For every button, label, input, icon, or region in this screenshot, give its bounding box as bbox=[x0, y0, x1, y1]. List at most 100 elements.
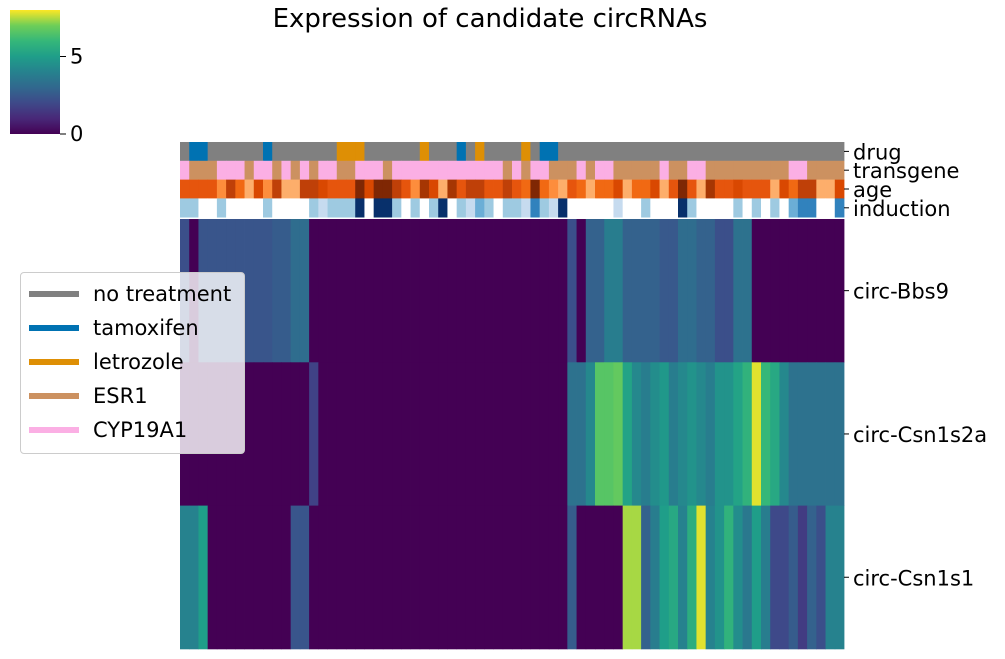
annotation-cell-induction bbox=[733, 198, 743, 218]
annotation-cell-drug bbox=[189, 142, 199, 162]
heatmap-cell bbox=[493, 505, 504, 650]
heatmap-cell bbox=[410, 505, 421, 650]
annotation-cell-age bbox=[834, 179, 845, 199]
annotation-cell-drug bbox=[346, 142, 356, 162]
annotation-cell-drug bbox=[761, 142, 771, 162]
heatmap-cell bbox=[281, 505, 292, 650]
annotation-cell-age bbox=[650, 179, 660, 199]
heatmap-cell bbox=[465, 362, 476, 506]
heatmap-cell bbox=[825, 505, 836, 650]
annotation-cell-age bbox=[364, 179, 375, 199]
annotation-cell-transgene bbox=[502, 160, 513, 180]
annotation-cell-transgene bbox=[198, 160, 209, 180]
annotation-cell-transgene bbox=[521, 160, 531, 180]
annotation-cell-transgene bbox=[779, 160, 790, 180]
annotation-cell-drug bbox=[816, 142, 826, 162]
heatmap-cell bbox=[309, 505, 319, 650]
annotation-cell-induction bbox=[447, 198, 458, 218]
annotation-cell-transgene bbox=[244, 160, 255, 180]
annotation-cell-age bbox=[447, 179, 458, 199]
annotation-cell-transgene bbox=[235, 160, 245, 180]
annotation-cell-induction bbox=[318, 198, 328, 218]
annotation-cell-induction bbox=[290, 198, 301, 218]
heatmap-cell bbox=[631, 505, 642, 650]
annotation-cell-transgene bbox=[290, 160, 301, 180]
annotation-cell-induction bbox=[742, 198, 753, 218]
heatmap-cell bbox=[429, 362, 439, 506]
annotation-cell-transgene bbox=[724, 160, 734, 180]
annotation-cell-drug bbox=[687, 142, 697, 162]
heatmap-cell bbox=[567, 219, 577, 363]
annotation-cell-transgene bbox=[382, 160, 393, 180]
heatmap-cell bbox=[429, 505, 439, 650]
annotation-cell-drug bbox=[714, 142, 725, 162]
annotation-cell-drug bbox=[290, 142, 301, 162]
annotation-cell-age bbox=[456, 179, 467, 199]
heatmap-cell bbox=[816, 505, 826, 650]
annotation-cell-induction bbox=[198, 198, 209, 218]
annotation-cell-drug bbox=[788, 142, 799, 162]
legend: no treatment tamoxifen letrozole ESR1 CYP19A… bbox=[20, 272, 245, 454]
legend-item: no treatment bbox=[21, 277, 244, 311]
annotation-cell-transgene bbox=[429, 160, 439, 180]
heatmap-cell bbox=[401, 219, 411, 363]
heatmap-cell bbox=[585, 362, 596, 506]
annotation-cell-transgene bbox=[281, 160, 292, 180]
annotation-cell-age bbox=[244, 179, 255, 199]
heatmap-cell bbox=[761, 362, 771, 506]
annotation-cell-age bbox=[373, 179, 384, 199]
heatmap-cell bbox=[299, 362, 310, 506]
heatmap-cell bbox=[558, 505, 568, 650]
annotation-cell-drug bbox=[567, 142, 577, 162]
annotation-cell-transgene bbox=[834, 160, 845, 180]
heatmap-cell bbox=[530, 219, 541, 363]
annotation-cell-transgene bbox=[484, 160, 494, 180]
heatmap-cell bbox=[475, 505, 485, 650]
heatmap-cell bbox=[309, 219, 319, 363]
heatmap-cell bbox=[788, 219, 799, 363]
heatmap-cell bbox=[714, 362, 725, 506]
heatmap-cell bbox=[410, 362, 421, 506]
annotation-cell-induction bbox=[678, 198, 688, 218]
heatmap-cell bbox=[733, 219, 743, 363]
annotation-cell-induction bbox=[216, 198, 227, 218]
heatmap-cell bbox=[263, 362, 273, 506]
heatmap-cell bbox=[696, 505, 707, 650]
heatmap-cell bbox=[650, 362, 660, 506]
annotation-cell-induction bbox=[641, 198, 651, 218]
heatmap-cell bbox=[834, 219, 845, 363]
heatmap-cell bbox=[327, 505, 338, 650]
annotation-cell-induction bbox=[558, 198, 568, 218]
heatmap-cell bbox=[622, 505, 633, 650]
annotation-cell-age bbox=[751, 179, 762, 199]
annotation-cell-age bbox=[797, 179, 808, 199]
heatmap-cell bbox=[521, 219, 531, 363]
heatmap-cell bbox=[613, 219, 624, 363]
annotation-cell-drug bbox=[631, 142, 642, 162]
annotation-cell-drug bbox=[558, 142, 568, 162]
annotation-cell-induction bbox=[253, 198, 264, 218]
annotation-cell-transgene bbox=[631, 160, 642, 180]
heatmap-cell bbox=[207, 505, 218, 650]
annotation-cell-drug bbox=[180, 142, 190, 162]
heatmap-cell bbox=[429, 219, 439, 363]
heatmap-cell bbox=[336, 219, 347, 363]
annotation-cell-age bbox=[318, 179, 328, 199]
heatmap-cell bbox=[724, 505, 734, 650]
annotation-cell-transgene bbox=[576, 160, 587, 180]
heatmap-cell bbox=[521, 362, 531, 506]
annotation-cell-drug bbox=[373, 142, 384, 162]
heatmap-cell bbox=[512, 505, 522, 650]
heatmap-cell bbox=[724, 362, 734, 506]
annotation-cell-transgene bbox=[207, 160, 218, 180]
annotation-cell-drug bbox=[493, 142, 504, 162]
heatmap-cell bbox=[299, 505, 310, 650]
annotation-cell-drug bbox=[447, 142, 458, 162]
annotation-cell-age bbox=[281, 179, 292, 199]
annotation-cell-induction bbox=[751, 198, 762, 218]
annotation-cell-transgene bbox=[678, 160, 688, 180]
heatmap-cell bbox=[631, 362, 642, 506]
annotation-cell-induction bbox=[364, 198, 375, 218]
annotation-cell-induction bbox=[687, 198, 697, 218]
legend-label: tamoxifen bbox=[93, 316, 199, 340]
